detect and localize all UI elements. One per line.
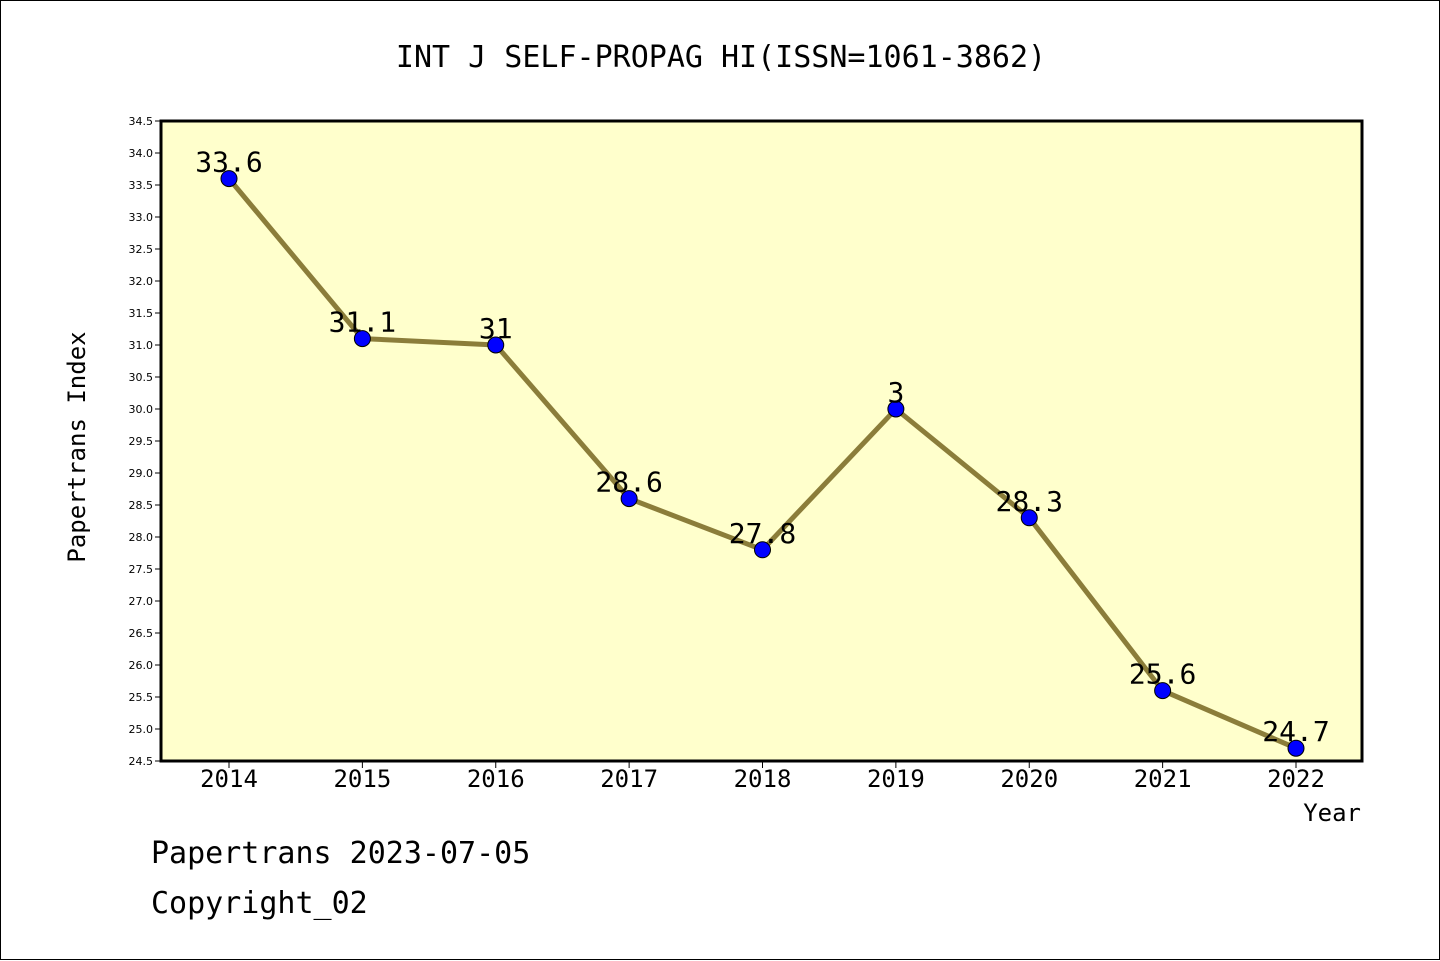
y-tick-label: 30.0 bbox=[129, 403, 154, 416]
y-tick-label: 27.5 bbox=[129, 563, 154, 576]
data-label: 28.3 bbox=[996, 485, 1063, 518]
data-point bbox=[487, 336, 505, 354]
data-label: 31.1 bbox=[329, 306, 396, 339]
y-tick-label: 26.0 bbox=[129, 659, 154, 672]
y-tick-label: 34.0 bbox=[129, 147, 154, 160]
data-label: 3 bbox=[887, 376, 904, 409]
x-axis: 2014 2015 2016 2017 2018 2019 2020 2021 2022 bbox=[200, 761, 1325, 793]
y-tick-label: 30.5 bbox=[129, 371, 154, 384]
y-axis-label: Papertrans Index bbox=[63, 331, 91, 562]
x-tick-label: 2015 bbox=[333, 765, 391, 793]
chart-title: INT J SELF-PROPAG HI(ISSN=1061-3862) bbox=[396, 40, 1046, 75]
x-tick-label: 2017 bbox=[600, 765, 658, 793]
data-point bbox=[1020, 509, 1038, 527]
copyright-text: Copyright_02 bbox=[151, 886, 368, 921]
y-tick-label: 25.0 bbox=[129, 723, 154, 736]
y-tick-label: 25.5 bbox=[129, 691, 154, 704]
data-point bbox=[353, 330, 371, 348]
data-label: 33.6 bbox=[195, 146, 262, 179]
y-tick-label: 33.0 bbox=[129, 211, 154, 224]
y-tick-label: 32.0 bbox=[129, 275, 154, 288]
y-tick-label: 32.5 bbox=[129, 243, 154, 256]
y-tick-label: 27.0 bbox=[129, 595, 154, 608]
y-tick-label: 26.5 bbox=[129, 627, 154, 640]
data-point bbox=[220, 170, 238, 188]
data-point bbox=[1287, 739, 1305, 757]
x-tick-label: 2020 bbox=[1000, 765, 1058, 793]
y-tick-label: 31.0 bbox=[129, 339, 154, 352]
source-date-text: Papertrans 2023-07-05 bbox=[151, 836, 531, 871]
data-label: 25.6 bbox=[1129, 658, 1196, 691]
y-tick-label: 33.5 bbox=[129, 179, 154, 192]
plot-area bbox=[159, 119, 1364, 763]
y-tick-label: 34.5 bbox=[129, 115, 154, 128]
x-axis-label: Year bbox=[1303, 799, 1361, 827]
y-tick-label: 28.0 bbox=[129, 531, 154, 544]
data-point bbox=[754, 541, 771, 559]
y-tick-label: 28.5 bbox=[129, 499, 154, 512]
data-point bbox=[887, 400, 905, 418]
x-tick-label: 2022 bbox=[1267, 765, 1325, 793]
x-tick-label: 2016 bbox=[467, 765, 525, 793]
x-tick-label: 2021 bbox=[1134, 765, 1192, 793]
data-labels: 33.6 31.1 31 28.6 27.8 3 28.3 25.6 24.7 bbox=[195, 146, 1329, 749]
data-label: 27.8 bbox=[729, 517, 796, 550]
x-tick-label: 2018 bbox=[734, 765, 792, 793]
data-label: 28.6 bbox=[595, 466, 662, 499]
data-markers bbox=[220, 170, 1305, 757]
x-tick-label: 2019 bbox=[867, 765, 925, 793]
y-tick-label: 29.0 bbox=[129, 467, 154, 480]
data-label: 31 bbox=[479, 312, 513, 345]
y-axis: 24.5 25.0 25.5 26.0 26.5 27.0 27.5 28.0 28.5 29.0… bbox=[129, 115, 161, 768]
data-label: 24.7 bbox=[1262, 715, 1329, 748]
y-tick-label: 29.5 bbox=[129, 435, 154, 448]
y-tick-label: 24.5 bbox=[129, 755, 154, 768]
x-tick-label: 2014 bbox=[200, 765, 258, 793]
y-tick-label: 31.5 bbox=[129, 307, 154, 320]
data-point bbox=[620, 490, 638, 508]
data-point bbox=[1154, 682, 1172, 700]
